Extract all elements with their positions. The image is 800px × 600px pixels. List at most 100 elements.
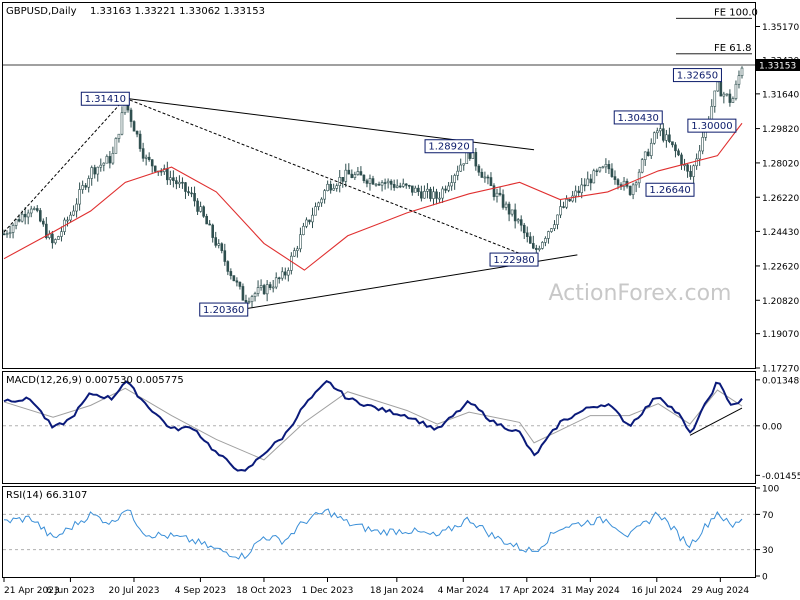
candle-body [580, 184, 583, 194]
candle-body [341, 177, 345, 182]
candle-body [175, 180, 178, 185]
price-axis-label: 1.26220 [762, 194, 799, 204]
candle-body [595, 170, 599, 173]
macd-axis-label: -0.014554 [762, 472, 800, 482]
candle-body [172, 177, 175, 181]
x-axis-label: 17 Apr 2024 [499, 586, 555, 596]
candle-body [414, 187, 417, 193]
candle-body [634, 182, 638, 186]
candle-body [244, 300, 248, 303]
candle-body [501, 194, 505, 208]
level-label: 1.28920 [428, 142, 469, 153]
candle-body [510, 209, 514, 215]
candle-body [283, 271, 287, 276]
candle-body [141, 148, 145, 159]
candle-body [166, 168, 169, 181]
level-label: 1.22980 [493, 255, 534, 266]
candle-body [441, 188, 444, 199]
candle-body [586, 178, 590, 187]
candle-body [287, 270, 290, 276]
rsi-line [3, 508, 743, 560]
price-axis-label: 1.22620 [762, 262, 799, 272]
candle-body [129, 109, 133, 122]
candle-body [474, 151, 478, 167]
candle-body [326, 183, 329, 191]
candle-body [562, 206, 565, 208]
level-label: 1.31410 [85, 94, 126, 105]
x-axis-label: 18 Jan 2024 [370, 586, 424, 596]
candle-body [459, 164, 463, 172]
moving-average-line [3, 122, 743, 271]
candle-body [202, 206, 205, 217]
candle-body [456, 170, 459, 176]
candle-body [740, 67, 744, 76]
price-axis-label: 1.31640 [762, 90, 799, 100]
candle-body [613, 176, 617, 180]
candle-body [616, 179, 620, 185]
candle-body [495, 192, 499, 197]
candle-body [81, 185, 84, 190]
level-label-box [672, 68, 722, 83]
level-label: 1.32650 [677, 71, 718, 82]
candle-body [93, 167, 97, 175]
candle-body [29, 208, 33, 214]
candle-body [404, 183, 408, 186]
rsi-axis-label: 30 [762, 546, 774, 556]
x-axis-label: 6 Jun 2023 [46, 586, 94, 596]
candle-body [45, 223, 48, 238]
candle-body [144, 156, 148, 159]
candle-body [447, 185, 450, 191]
candle-body [280, 271, 284, 279]
x-axis-label: 20 Jul 2023 [109, 586, 160, 596]
fib-label: FE 100.0 [714, 7, 758, 18]
candle-body [486, 176, 490, 179]
candle-body [350, 173, 354, 178]
x-axis-label: 16 Jul 2024 [631, 586, 682, 596]
candle-body [607, 164, 611, 170]
candle-body [429, 188, 432, 199]
candle-body [338, 177, 342, 186]
candle-body [695, 158, 698, 167]
macd-title: MACD(12,26,9) 0.007530 0.005775 [6, 375, 184, 386]
candle-body [84, 185, 87, 188]
candle-body [374, 183, 378, 186]
candle-body [138, 133, 142, 149]
candle-body [568, 198, 571, 202]
candle-body [153, 165, 157, 172]
candle-body [649, 142, 653, 156]
candle-body [150, 159, 154, 167]
candle-body [401, 183, 405, 187]
candle-body [483, 176, 487, 179]
candle-body [271, 286, 275, 289]
candle-body [432, 191, 435, 199]
candle-body [320, 198, 323, 204]
candle-body [196, 200, 199, 212]
candle-body [117, 133, 121, 139]
last-price-tag [756, 58, 800, 71]
candle-body [444, 188, 447, 191]
candle-body [525, 232, 529, 237]
candle-body [75, 203, 78, 212]
candle-body [592, 170, 596, 184]
candle-body [604, 164, 608, 168]
candle-body [601, 166, 605, 169]
candle-body [516, 219, 520, 222]
macd-signal-line [3, 387, 743, 461]
candle-body [232, 275, 236, 282]
level-label-box [199, 302, 249, 317]
x-axis-label: 29 Aug 2024 [692, 586, 750, 596]
level-label-box [80, 91, 130, 106]
candle-body [308, 219, 311, 223]
candle-body [178, 181, 181, 185]
candle-body [217, 243, 221, 246]
candle-body [656, 130, 659, 134]
candle-body [220, 243, 224, 251]
candle-body [668, 134, 671, 142]
macd-axis-label: 0.00 [762, 422, 782, 432]
candle-body [211, 224, 214, 238]
candle-body [190, 192, 193, 195]
candle-body [105, 156, 109, 164]
candle-body [411, 185, 414, 193]
candle-body [108, 156, 112, 164]
